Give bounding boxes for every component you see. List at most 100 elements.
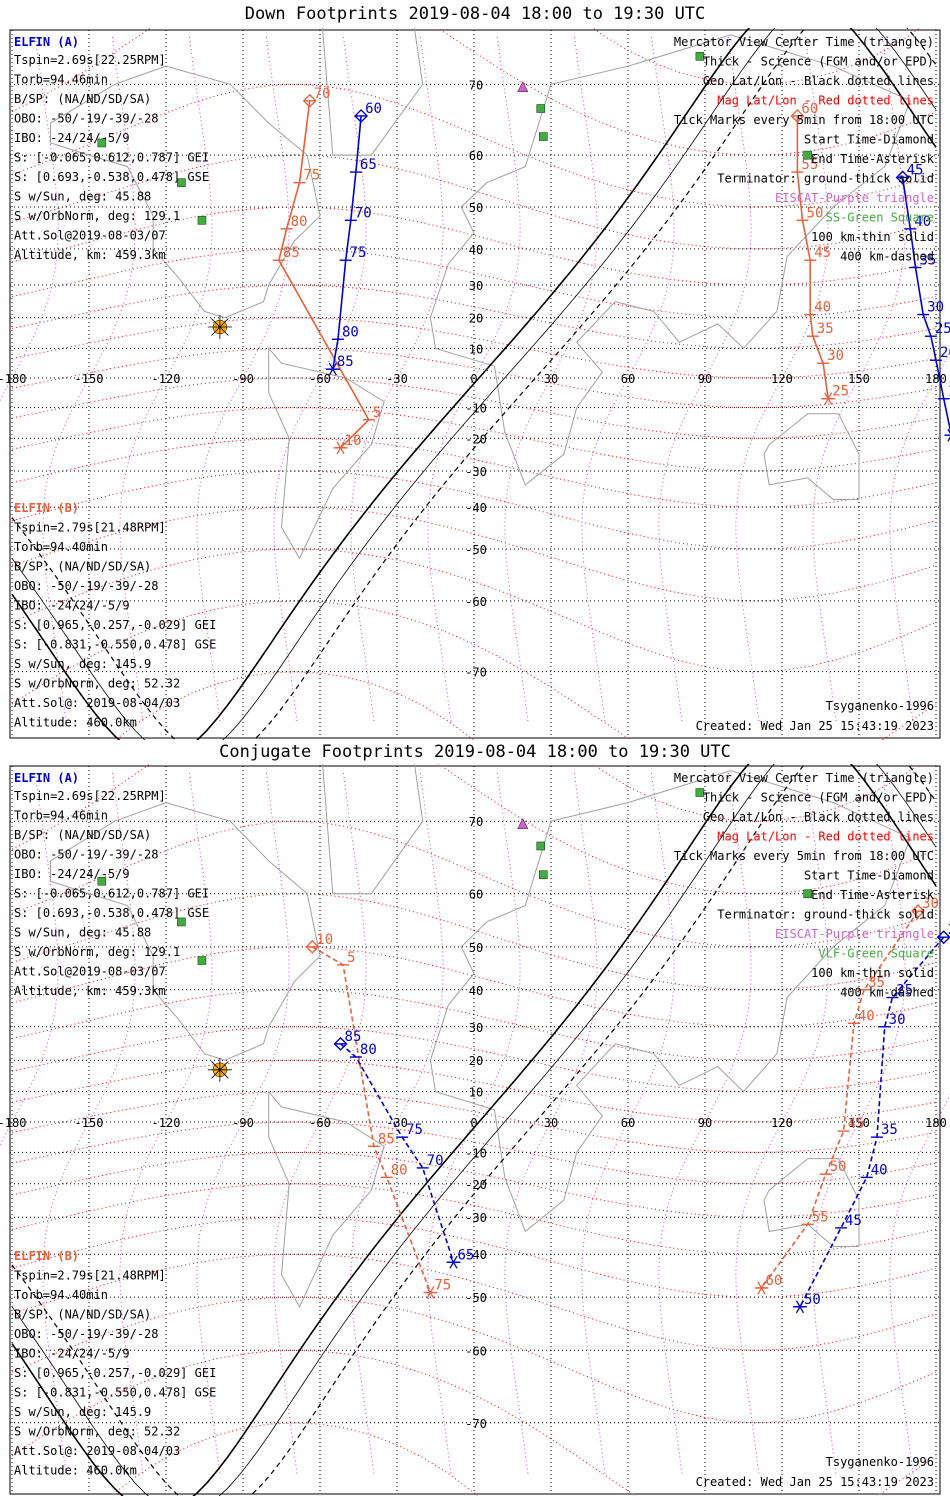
elfin-a-info-line: S: [-0.065,0.612,0.787] GEI <box>14 151 209 165</box>
legend-line: EISCAT-Purple triangle <box>775 191 934 205</box>
tick-time-label: 25 <box>832 384 849 400</box>
legend-line: VLF-Green Square <box>818 947 934 961</box>
tick-time-label: 65 <box>360 157 377 173</box>
elfin-a-info-line: S w/OrbNorm, deg: 129.1 <box>14 209 180 223</box>
tick-time-label: 45 <box>814 245 831 261</box>
station-square-icon <box>97 876 107 886</box>
legend-line: 400 km-dashed <box>840 250 934 264</box>
elfin-b-track-east: 60 55 50 45 40 35 30 25 <box>790 101 849 406</box>
elfin-b-info-line: OBO: -50/-19/-39/-28 <box>14 1327 159 1341</box>
tick-time-label: 25 <box>935 321 950 337</box>
elfin-b-info-line: S w/OrbNorm, deg: 52.32 <box>14 1425 180 1439</box>
elfin-b-info-line: S w/Sun, deg: 145.9 <box>14 657 151 671</box>
elfin-b-info-line: S w/Sun, deg: 145.9 <box>14 1405 151 1419</box>
legend-line: 100 km-thin solid <box>811 966 934 980</box>
elfin-b-info: ELFIN (B) Tspin=2.79s[21.48RPM] Torb=94.40… <box>14 501 216 730</box>
lon-tick-label: 30 <box>544 1116 558 1130</box>
lon-tick-label: 30 <box>544 372 558 386</box>
coastline <box>322 764 424 895</box>
lat-tick-label: -10 <box>465 402 487 416</box>
tick-time-label: 30 <box>889 1012 906 1028</box>
elfin-b-title: ELFIN (B) <box>14 1249 79 1263</box>
station-square-icon <box>538 870 548 879</box>
lat-tick-label: -20 <box>465 432 487 446</box>
tick-time-label: 85 <box>345 1029 362 1045</box>
terminator-100km <box>11 28 937 740</box>
legend-line: SS-Green Square <box>826 211 934 225</box>
axis-labels: -180 -150 -120 -90 -60 -30 0 30 60 90 120 150 180706… <box>0 815 947 1431</box>
tick-time-label: 70 <box>314 86 331 102</box>
tick-time-label: 40 <box>871 1162 888 1178</box>
elfin-a-info-line: Att.Sol@2019-08-03/07 <box>14 229 166 243</box>
terminator-100km <box>11 764 937 1496</box>
elfin-a-info-line: B/SP: (NA/ND/SD/SA) <box>14 92 151 106</box>
legend-line: 100 km-thin solid <box>811 230 934 244</box>
mag-lat-line <box>110 1422 479 1496</box>
created-label: Created: Wed Jan 25 15:43:19 2023 <box>696 719 934 733</box>
lon-tick-label: 120 <box>771 1116 793 1130</box>
tick-time-label: 85 <box>283 245 300 261</box>
lat-tick-label: 70 <box>469 78 483 92</box>
lon-tick-label: 150 <box>848 1116 870 1130</box>
coastline <box>763 413 860 500</box>
tick-time-label: 35 <box>817 321 834 337</box>
station-square-icon <box>177 917 186 927</box>
tick-time-label: 80 <box>342 324 359 340</box>
elfin-a-info-line: S: [0.693,-0.538,0.478] GSE <box>14 906 209 920</box>
end-asterisk <box>336 441 345 455</box>
coastline <box>50 802 321 1061</box>
lat-tick-label: 70 <box>469 815 483 829</box>
legend-line: Start Time-Diamond <box>804 869 934 883</box>
lon-tick-label: 150 <box>848 372 870 386</box>
lat-tick-label: 20 <box>469 1054 483 1068</box>
lon-tick-label: 180 <box>925 372 947 386</box>
terminator <box>11 764 937 1496</box>
elfin-a-info-line: IBO: -24/24/-5/9 <box>14 131 130 145</box>
tick-time-label: 35 <box>868 975 885 991</box>
end-asterisk <box>947 428 950 435</box>
elfin-b-info-line: S w/OrbNorm, deg: 52.32 <box>14 677 180 691</box>
lon-tick-label: -90 <box>232 1116 254 1130</box>
station-square-icon <box>803 150 812 160</box>
tick-time-label: 15 <box>948 384 950 400</box>
station-square-icon <box>97 138 107 148</box>
elfin-b-info-line: Att.Sol@: 2019-08-04/03 <box>14 1444 180 1458</box>
lat-tick-label: 10 <box>469 1086 483 1100</box>
terminator <box>11 28 937 740</box>
elfin-a-track-west-line <box>332 115 362 370</box>
lon-tick-label: -150 <box>75 372 104 386</box>
coastline <box>268 346 385 560</box>
legend-line: 400 km-dashed <box>840 986 934 1000</box>
axis-labels: -180 -150 -120 -90 -60 -30 0 30 60 90 120 150 180706… <box>0 78 947 679</box>
tick-time-label: 30 <box>922 896 939 912</box>
station-square-icon <box>197 216 207 225</box>
legend-line: Thick - Science (FGM and/or EPD) <box>703 55 934 69</box>
down-footprints-map: -180 -150 -120 -90 -60 -30 0 30 60 90 120 150 180706… <box>0 28 950 740</box>
lat-tick-label: -60 <box>465 595 487 609</box>
lon-tick-label: 120 <box>771 372 793 386</box>
elfin-a-info-line: Torb=94.46min <box>14 73 108 87</box>
elfin-a-info-line: OBO: -50/-19/-39/-28 <box>14 848 159 862</box>
lat-tick-label: -30 <box>465 465 487 479</box>
tick-time-label: 30 <box>827 348 844 364</box>
start-diamond <box>305 939 320 954</box>
legend-line: Tick Marks every 5min from 18:00 UTC <box>674 849 934 863</box>
tick-time-label: 45 <box>907 162 924 178</box>
tick-time-label: 35 <box>881 1122 898 1138</box>
elfin-a-info-line: B/SP: (NA/ND/SD/SA) <box>14 828 151 842</box>
mag-lat-line <box>11 1183 937 1255</box>
station-square-icon <box>538 132 548 141</box>
legend-line: Tick Marks every 5min from 18:00 UTC <box>674 113 934 127</box>
legend-line: Thick - Science (FGM and/or EPD) <box>703 791 934 805</box>
station-square-icon <box>536 104 546 113</box>
end-asterisk <box>757 1281 766 1295</box>
lon-tick-label: -180 <box>0 1116 26 1130</box>
lon-tick-label: -150 <box>75 1116 104 1130</box>
sun-ray <box>211 318 229 336</box>
elfin-b-info-line: Tspin=2.79s[21.48RPM] <box>14 1269 166 1283</box>
station-square-icon <box>177 178 186 187</box>
legend-line: Mercator View Center Time (triangle) <box>674 35 934 49</box>
lon-tick-label: -120 <box>152 1116 181 1130</box>
elfin-a-track-west: 60 65 70 75 80 85 <box>325 101 382 376</box>
terminator-ground <box>11 28 937 740</box>
